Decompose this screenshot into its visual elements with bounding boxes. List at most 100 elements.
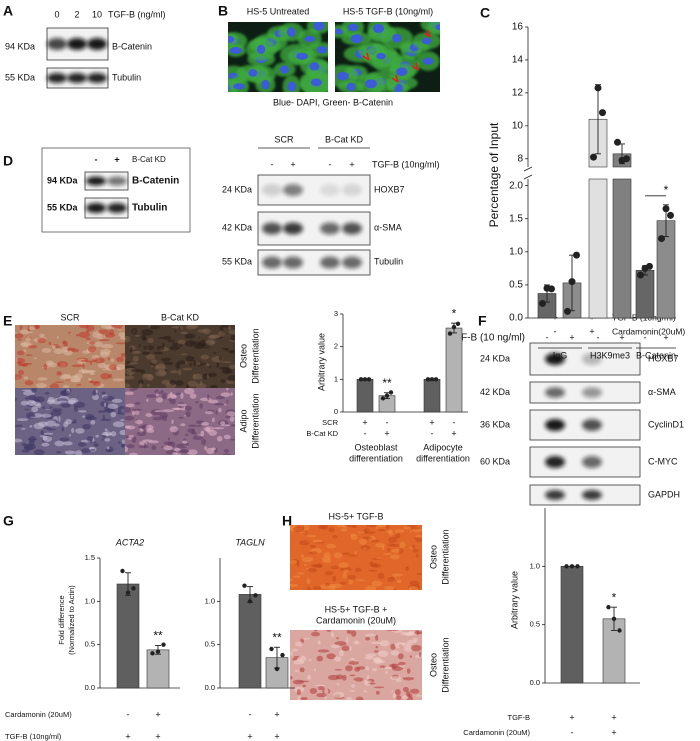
arrow [423, 29, 431, 38]
blot-d2-band [342, 256, 362, 269]
stain [204, 446, 208, 451]
blot-d2-band [283, 222, 303, 235]
data-point [155, 649, 161, 654]
stain [410, 644, 422, 652]
data-point [455, 321, 461, 326]
blot-d2-band [342, 184, 362, 196]
stain [338, 649, 345, 657]
data-point [384, 393, 390, 398]
row-mark: + [611, 712, 616, 722]
row-mark: + [274, 709, 279, 719]
stain [208, 372, 217, 378]
stain [154, 410, 163, 413]
stain [338, 562, 350, 569]
size-label: 60 KDa [480, 456, 510, 466]
caption: Blue- DAPI, Green- B-Catenin [273, 97, 393, 107]
blot-f-band [545, 456, 565, 468]
blot-d2-band [262, 256, 282, 269]
stain [201, 421, 210, 426]
data-point [662, 205, 670, 213]
stain [341, 645, 350, 652]
stain [177, 339, 186, 345]
stain [215, 396, 225, 400]
stain [127, 437, 133, 440]
y-tick-label: 2.0 [509, 180, 523, 191]
stain [36, 403, 42, 408]
stain [375, 690, 380, 695]
micrograph [125, 325, 235, 388]
stain [87, 346, 97, 353]
row-mark: + [429, 417, 434, 427]
stain [221, 368, 231, 375]
nucleus [421, 37, 432, 45]
stain [63, 350, 73, 356]
image-title: HS-5+ TGF-B + [325, 604, 388, 614]
y-tick-label: 0.0 [205, 683, 215, 692]
stain [80, 448, 91, 454]
stain [163, 335, 172, 341]
row-label: TGF-B (10ng/ml) [5, 732, 62, 741]
stain [356, 666, 366, 670]
stain [346, 630, 352, 635]
stain [409, 546, 413, 550]
stain [377, 528, 386, 532]
stain [125, 391, 134, 396]
stain [58, 400, 68, 403]
stain [386, 530, 393, 534]
blot-f-band [545, 490, 565, 500]
stain [54, 440, 65, 447]
stain [186, 325, 193, 327]
stain [343, 569, 349, 573]
stain [135, 334, 140, 337]
side-label: Osteo [428, 545, 438, 569]
stain [15, 374, 23, 380]
stain [351, 684, 355, 688]
nucleus [346, 82, 356, 91]
stain [27, 399, 36, 407]
significance-label: ** [153, 629, 163, 643]
stain [391, 690, 394, 693]
stain [107, 403, 119, 409]
stain [187, 428, 195, 433]
stain [412, 544, 416, 549]
stain [324, 688, 329, 695]
stain [23, 376, 29, 380]
stain [342, 674, 347, 681]
stain [112, 378, 125, 382]
stain [390, 643, 396, 650]
stain [188, 424, 197, 428]
stain [333, 552, 343, 559]
stain [125, 375, 135, 380]
protein-label: CyclinD1 [648, 419, 684, 429]
y-tick-label: 0.0 [85, 683, 95, 692]
stain [118, 332, 125, 338]
stain [20, 342, 29, 347]
row-mark: + [619, 332, 624, 342]
stain [116, 356, 124, 363]
nucleus [392, 33, 402, 43]
row-label: B-Cat KD [306, 429, 338, 438]
data-point [573, 251, 580, 259]
row-mark: + [451, 428, 456, 438]
stain [316, 655, 324, 662]
stain [21, 449, 30, 453]
data-point [667, 211, 674, 219]
stain [292, 575, 301, 578]
size-label: 36 KDa [480, 419, 510, 429]
stain [125, 415, 135, 421]
stain [307, 567, 318, 573]
stain [228, 329, 235, 335]
stain [308, 658, 312, 661]
stain [56, 335, 59, 339]
protein-label: B-Catenin [112, 41, 152, 51]
data-point [380, 396, 386, 401]
stain [111, 325, 123, 329]
lane-label: 10 [92, 9, 102, 19]
stain [41, 413, 52, 418]
stain [220, 392, 231, 397]
stain [85, 330, 90, 333]
stain [189, 362, 192, 367]
row-mark: - [597, 332, 600, 342]
stain [184, 388, 195, 395]
stain [391, 664, 396, 669]
